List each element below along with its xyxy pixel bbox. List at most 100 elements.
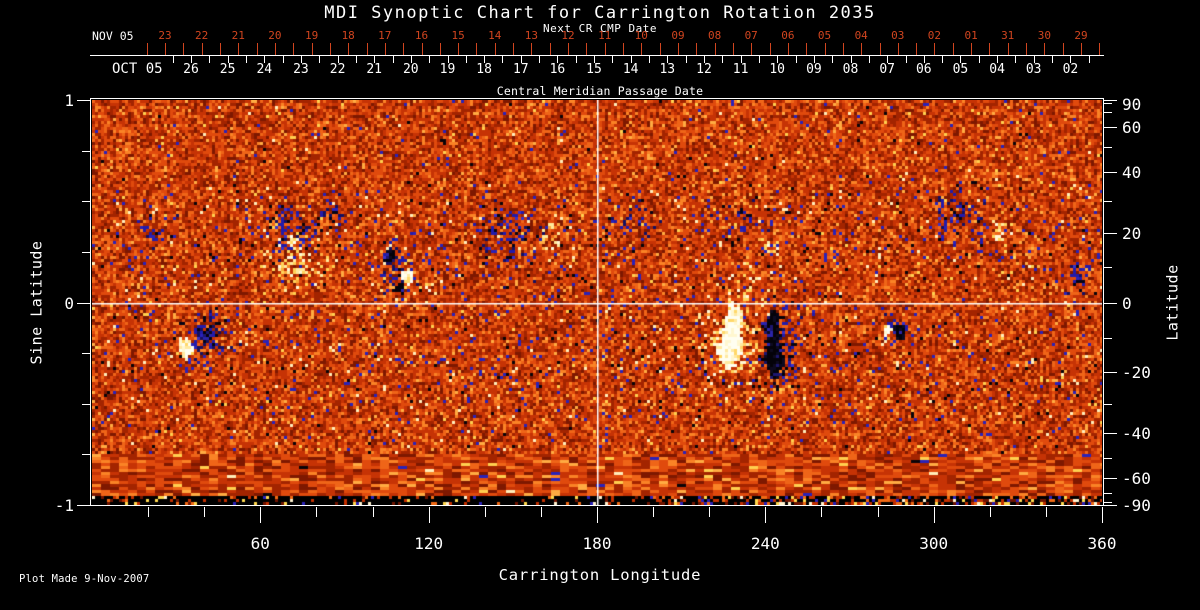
cmp-tick: [355, 56, 357, 63]
left-axis-title: Sine Latitude: [27, 240, 46, 365]
cmp-tick: [282, 56, 284, 63]
latitude-major-tick: [1104, 432, 1117, 434]
next-cr-tick: [220, 43, 221, 55]
latitude-tick-label: 0: [1122, 293, 1132, 313]
cmp-tick: [832, 56, 834, 63]
longitude-major-tick: [933, 507, 935, 523]
cmp-tick: [997, 56, 999, 63]
cmp-tick: [209, 56, 211, 63]
next-cr-tick: [146, 43, 148, 55]
longitude-tick-label: 240: [750, 534, 780, 553]
next-cr-tick: [403, 43, 405, 55]
next-cr-tick: [329, 43, 331, 55]
next-cr-tick: [806, 43, 808, 55]
sine-major-tick: [77, 302, 90, 304]
cmp-day-label: 02: [1062, 62, 1079, 77]
cmp-day-label: 18: [476, 62, 492, 77]
cmp-tick: [942, 56, 944, 63]
cmp-tick: [1033, 56, 1035, 63]
next-cr-day-label: 29: [1074, 29, 1088, 42]
sine-tick-label: -1: [54, 496, 74, 515]
cmp-day-label: 23: [293, 62, 309, 77]
longitude-minor-tick: [372, 507, 374, 517]
latitude-tick-label: -20: [1122, 362, 1151, 382]
cmp-tick: [813, 56, 815, 63]
next-cr-tick: [659, 43, 661, 55]
latitude-minor-tick: [1104, 501, 1112, 503]
cmp-tick: [575, 56, 577, 63]
cmp-day-label: 09: [806, 62, 822, 77]
cmp-tick: [410, 56, 412, 63]
longitude-minor-tick: [877, 507, 879, 517]
latitude-minor-tick: [1104, 112, 1112, 114]
sine-tick-label: 1: [64, 91, 74, 110]
cmp-tick: [594, 56, 595, 63]
next-cr-tick: [311, 43, 313, 55]
latitude-tick-label: -60: [1122, 468, 1151, 488]
next-cr-day-label: 09: [671, 29, 685, 42]
next-cr-tick: [458, 43, 460, 55]
cmp-tick: [704, 56, 705, 63]
latitude-major-tick: [1104, 127, 1117, 129]
latitude-minor-tick: [1104, 403, 1112, 405]
longitude-minor-tick: [148, 507, 150, 517]
cmp-tick: [722, 56, 724, 63]
sine-minor-tick: [82, 251, 90, 253]
next-cr-tick: [678, 43, 679, 55]
next-cr-day-label: 18: [341, 29, 355, 42]
next-cr-tick: [531, 43, 533, 55]
cmp-tick: [758, 56, 760, 63]
sine-major-tick: [77, 505, 90, 506]
next-cr-tick: [165, 43, 166, 55]
longitude-minor-tick: [1045, 507, 1047, 517]
next-cr-tick: [769, 43, 771, 55]
cmp-axis-title: Central Meridian Passage Date: [496, 84, 704, 98]
next-cr-cmp-date-label: Next CR CMP Date: [543, 22, 657, 35]
next-cr-month-label: NOV 05: [92, 29, 134, 43]
next-cr-tick: [1099, 43, 1101, 55]
next-cr-tick: [732, 43, 734, 55]
cmp-day-label: 16: [549, 62, 566, 77]
next-cr-tick: [293, 43, 295, 55]
next-cr-tick: [824, 43, 826, 55]
cmp-day-label: 12: [696, 62, 712, 77]
next-cr-day-label: 04: [854, 29, 868, 42]
cmp-tick: [374, 56, 376, 63]
sine-major-tick: [77, 100, 90, 101]
cmp-tick: [777, 56, 779, 63]
longitude-major-tick: [597, 507, 598, 523]
next-cr-tick: [1044, 43, 1046, 55]
next-cr-tick: [751, 43, 753, 55]
next-cr-tick: [989, 43, 991, 55]
cmp-day-label: 05: [952, 62, 969, 77]
cmp-tick: [520, 56, 522, 63]
cmp-day-label: 20: [402, 62, 419, 77]
next-cr-day-label: 05: [817, 29, 832, 42]
next-cr-tick: [1007, 43, 1009, 55]
cmp-month-label: OCT 05: [112, 61, 163, 77]
cmp-tick: [447, 56, 449, 63]
longitude-minor-tick: [653, 507, 655, 517]
cmp-tick: [172, 56, 174, 63]
sine-tick-label: 0: [64, 293, 74, 313]
next-cr-day-label: 12: [561, 29, 575, 42]
next-cr-tick: [842, 43, 844, 55]
latitude-minor-tick: [1104, 147, 1112, 149]
next-cr-tick: [1062, 43, 1064, 55]
cmp-tick: [337, 56, 339, 63]
plot-made-caption: Plot Made 9-Nov-2007: [19, 573, 150, 585]
next-cr-day-label: 23: [158, 29, 172, 42]
longitude-major-tick: [765, 507, 767, 523]
cmp-day-label: 11: [732, 62, 749, 77]
next-cr-tick: [238, 43, 240, 55]
next-cr-day-label: 15: [451, 29, 465, 42]
latitude-tick-label: 40: [1122, 163, 1142, 183]
longitude-tick-label: 120: [414, 534, 444, 553]
latitude-minor-tick: [1104, 103, 1112, 105]
next-cr-day-label: 06: [781, 29, 795, 42]
cmp-tick: [905, 56, 907, 63]
next-cr-tick: [183, 43, 185, 55]
latitude-tick-label: -90: [1122, 496, 1151, 515]
next-cr-tick: [696, 43, 698, 55]
cmp-tick: [1088, 56, 1090, 63]
